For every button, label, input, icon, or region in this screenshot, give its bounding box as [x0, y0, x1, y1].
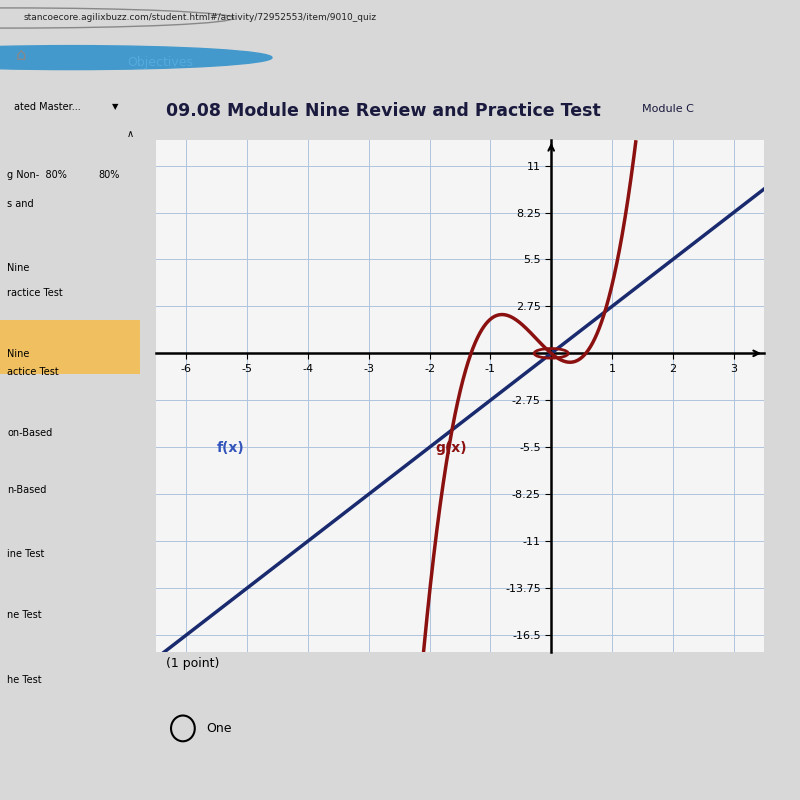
Text: ∧: ∧ [126, 129, 134, 139]
Text: (1 point): (1 point) [166, 657, 220, 670]
Text: g(x): g(x) [436, 442, 467, 455]
Text: 09.08 Module Nine Review and Practice Test: 09.08 Module Nine Review and Practice Te… [166, 102, 601, 120]
Bar [0, 320, 140, 374]
Text: g Non-  80%: g Non- 80% [7, 170, 67, 180]
Text: 80%: 80% [98, 170, 119, 180]
Text: ated Master...: ated Master... [14, 102, 81, 112]
Text: he Test: he Test [7, 674, 42, 685]
Text: Module C: Module C [642, 104, 694, 114]
Text: f(x): f(x) [217, 442, 245, 455]
Text: ne Test: ne Test [7, 610, 42, 620]
Text: Nine: Nine [7, 349, 30, 359]
Text: ▼: ▼ [112, 102, 118, 111]
Text: s and: s and [7, 198, 34, 209]
Circle shape [0, 46, 272, 70]
Text: on-Based: on-Based [7, 428, 52, 438]
Text: Nine: Nine [7, 263, 30, 273]
Text: stancoecore.agilixbuzz.com/student.html#/activity/72952553/item/9010_quiz: stancoecore.agilixbuzz.com/student.html#… [24, 14, 377, 22]
Text: actice Test: actice Test [7, 367, 58, 377]
Text: One: One [206, 722, 231, 735]
Text: n-Based: n-Based [7, 485, 46, 495]
Text: Objectives: Objectives [127, 56, 193, 69]
Text: ractice Test: ractice Test [7, 288, 62, 298]
Text: Based on the graph below, what is the total number of solutions to: Based on the graph below, what is the to… [166, 159, 586, 172]
Text: ⌂: ⌂ [16, 46, 26, 64]
Text: ine Test: ine Test [7, 550, 44, 559]
